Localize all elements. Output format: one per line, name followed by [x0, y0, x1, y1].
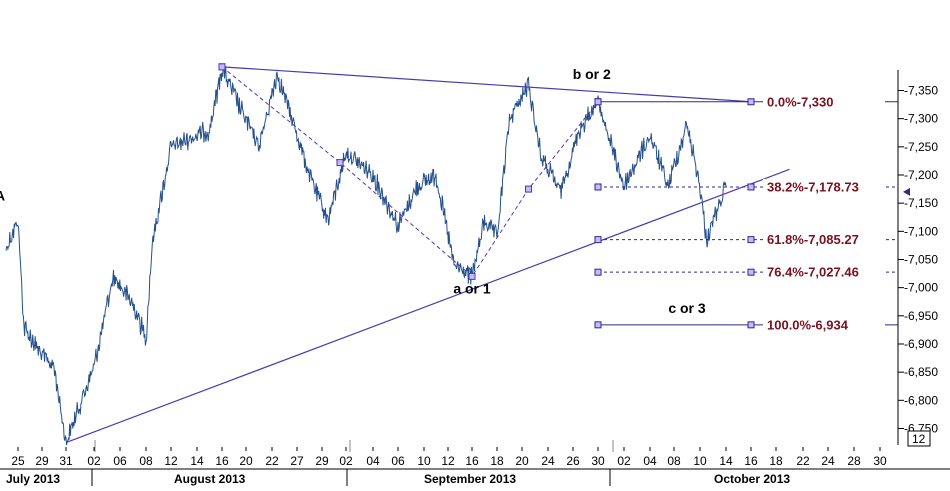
x-tick-label: 24	[821, 454, 835, 468]
fib-label-bg	[763, 316, 885, 333]
wave-annotation: A	[0, 187, 5, 203]
x-tick-label: 30	[591, 454, 605, 468]
x-month-label: October 2013	[714, 472, 790, 486]
y-tick-label: -6,850	[904, 365, 938, 379]
fib-label-bg	[763, 264, 885, 281]
fib-level-handle	[747, 321, 755, 329]
y-tick-label: -7,050	[904, 252, 938, 266]
x-month-label: August 2013	[174, 472, 246, 486]
x-tick-label: 16	[465, 454, 479, 468]
fib-level-handle	[747, 268, 755, 276]
y-tick-label: -7,250	[904, 140, 938, 154]
fib-label-bg	[763, 93, 885, 110]
y-axis: -6,750-6,800-6,850-6,900-6,950-7,000-7,0…	[897, 70, 938, 447]
trendline-upper	[221, 66, 752, 103]
trendline-zigzag	[221, 66, 599, 278]
price-series-line	[5, 64, 727, 446]
x-tick-label: 18	[769, 454, 783, 468]
y-tick-label: -7,350	[904, 84, 938, 98]
x-tick-label: 25	[11, 454, 25, 468]
fib-level-handle	[594, 98, 602, 106]
fibonacci-layer: 0.0%-7,330 38.2%-7,178.73 61.8%-7,085.27 76…	[594, 93, 898, 333]
y-tick-label: -7,200	[904, 168, 938, 182]
fib-level-label: 38.2%-7,178.73	[767, 179, 859, 194]
x-month-label: September 2013	[424, 472, 516, 486]
x-tick-label: 20	[515, 454, 529, 468]
x-tick-label: 08	[139, 454, 153, 468]
trendline-upper-handle	[218, 63, 226, 71]
trendline-zigzag-handle	[336, 159, 344, 167]
y-tick-label: -7,150	[904, 196, 938, 210]
y-tick-label: -7,100	[904, 224, 938, 238]
x-tick-label: 20	[239, 454, 253, 468]
x-tick-label: 28	[847, 454, 861, 468]
x-tick-label: 12	[164, 454, 178, 468]
x-tick-label: 26	[566, 454, 580, 468]
interval-label: 12	[912, 432, 926, 446]
fib-level-handle	[594, 236, 602, 244]
x-tick-label: 31	[59, 454, 73, 468]
fib-level-label: 100.0%-6,934	[767, 317, 849, 332]
fib-level-label: 0.0%-7,330	[767, 94, 834, 109]
x-tick-label: 14	[190, 454, 204, 468]
fib-level-handle	[594, 321, 602, 329]
fib-level-handle	[594, 268, 602, 276]
last-value-marker	[903, 187, 910, 196]
x-tick-label: 12	[441, 454, 455, 468]
x-tick-label: 16	[215, 454, 229, 468]
x-tick-label: 02	[339, 454, 353, 468]
x-tick-label: 18	[490, 454, 504, 468]
trendline-zigzag-handle	[468, 272, 476, 280]
x-month-label: July 2013	[6, 472, 60, 486]
y-tick-label: -7,000	[904, 281, 938, 295]
x-tick-label: 06	[113, 454, 127, 468]
x-tick-label: 24	[541, 454, 555, 468]
y-tick-label: -6,800	[904, 393, 938, 407]
x-tick-label: 27	[290, 454, 304, 468]
x-tick-label: 10	[417, 454, 431, 468]
x-tick-label: 16	[744, 454, 758, 468]
trendline-lower	[65, 168, 790, 444]
fib-level-label: 76.4%-7,027.46	[767, 265, 859, 280]
fib-level-label: 61.8%-7,085.27	[767, 232, 859, 247]
trendline-layer	[65, 63, 790, 444]
wave-annotation: c or 3	[668, 300, 706, 316]
x-tick-label: 04	[643, 454, 657, 468]
x-tick-label: 14	[719, 454, 733, 468]
fib-level-handle	[594, 183, 602, 191]
x-tick-label: 02	[87, 454, 101, 468]
y-tick-label: -7,300	[904, 112, 938, 126]
fib-level-handle	[747, 98, 755, 106]
interval-box	[907, 430, 931, 447]
x-tick-label: 02	[617, 454, 631, 468]
fib-label-bg	[763, 231, 885, 248]
fib-level-handle	[747, 183, 755, 191]
fib-level-handle	[747, 236, 755, 244]
x-tick-label: 29	[35, 454, 49, 468]
x-tick-label: 10	[693, 454, 707, 468]
wave-annotation: a or 1	[453, 280, 491, 296]
x-tick-label: 06	[391, 454, 405, 468]
x-tick-label: 22	[796, 454, 810, 468]
x-axis: 25 29 31 02 06 08 12 14 16 20 22 27 29 02 04 06 10 12 16 18…	[0, 440, 950, 486]
x-tick-label: 29	[315, 454, 329, 468]
y-tick-label: -6,950	[904, 309, 938, 323]
x-tick-label: 08	[667, 454, 681, 468]
y-tick-label: -6,900	[904, 337, 938, 351]
wave-annotation: b or 2	[573, 66, 611, 82]
price-series-layer	[5, 64, 727, 446]
x-tick-label: 22	[265, 454, 279, 468]
fib-label-bg	[763, 178, 885, 195]
annotation-layer: Ab or 2 a or 1 c or 3	[0, 66, 706, 316]
trendline-zigzag-handle	[525, 185, 532, 193]
x-tick-label: 04	[366, 454, 380, 468]
x-tick-label: 30	[873, 454, 887, 468]
